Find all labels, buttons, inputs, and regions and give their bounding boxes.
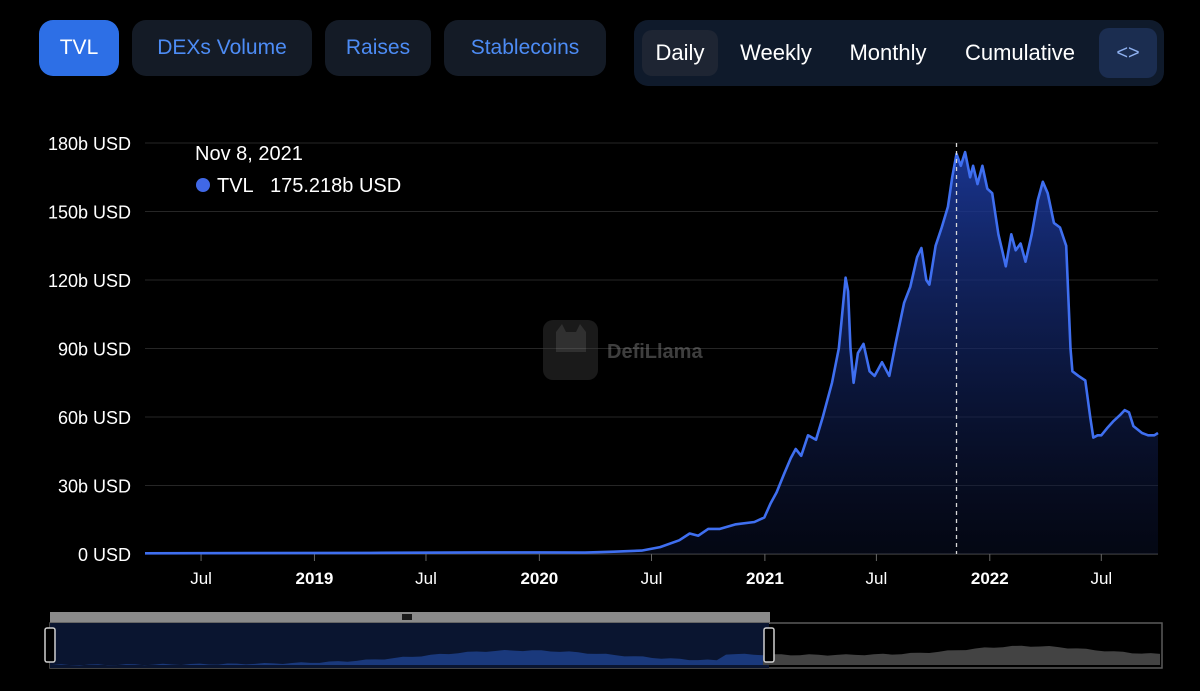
x-tick-label: 2021 (746, 569, 784, 588)
x-tick-label: 2022 (971, 569, 1009, 588)
x-tick-label: Jul (1090, 569, 1112, 588)
y-tick-label: 90b USD (58, 340, 131, 360)
embed-button[interactable]: <> (1099, 28, 1157, 78)
period-selector: Daily Weekly Monthly Cumulative <> (634, 20, 1164, 86)
llama-head-shape (556, 324, 586, 352)
range-navigator[interactable] (44, 612, 1163, 669)
navigator-series (52, 645, 1160, 666)
code-brackets-icon: <> (1116, 41, 1140, 64)
y-tick-label: 180b USD (48, 134, 131, 154)
period-cumulative[interactable]: Cumulative (964, 40, 1076, 65)
tvl-line (144, 150, 1159, 555)
tab-raises[interactable]: Raises (325, 20, 431, 76)
tab-tvl[interactable]: TVL (39, 20, 119, 76)
navigator-area-outside (762, 645, 1160, 665)
tooltip-date: Nov 8, 2021 (195, 143, 303, 165)
scrollbar-grip-icon (402, 614, 412, 620)
tooltip-value: 175.218b USD (270, 175, 401, 197)
range-handle-right[interactable] (763, 627, 775, 663)
x-tick-label: Jul (866, 569, 888, 588)
period-daily[interactable]: Daily (642, 30, 718, 76)
y-tick-label: 60b USD (58, 408, 131, 428)
y-tick-label: 0 USD (78, 545, 131, 565)
navigator-area-selected (52, 650, 763, 666)
period-weekly[interactable]: Weekly (740, 40, 812, 65)
x-tick-label: 2020 (520, 569, 558, 588)
tab-dexs-volume[interactable]: DEXs Volume (132, 20, 312, 76)
watermark: DefiLlama (543, 320, 703, 380)
x-axis: Jul 2019 Jul 2020 Jul 2021 Jul 2022 Jul (190, 554, 1112, 588)
series-tvl (144, 150, 1159, 555)
x-tick-label: 2019 (296, 569, 334, 588)
tvl-area (145, 152, 1158, 554)
x-tick-label: Jul (415, 569, 437, 588)
tooltip-marker (196, 178, 210, 192)
y-tick-label: 30b USD (58, 477, 131, 497)
period-monthly[interactable]: Monthly (849, 40, 927, 65)
tooltip: Nov 8, 2021 TVL 175.218b USD (195, 143, 401, 197)
x-tick-label: Jul (190, 569, 212, 588)
tooltip-series: TVL (217, 175, 254, 197)
tab-stablecoins[interactable]: Stablecoins (444, 20, 606, 76)
range-handle-left[interactable] (44, 627, 56, 663)
watermark-text: DefiLlama (607, 341, 703, 363)
y-tick-label: 150b USD (48, 203, 131, 223)
y-axis: 0 USD 30b USD 60b USD 90b USD 120b USD 150b U… (48, 134, 131, 565)
y-tick-label: 120b USD (48, 271, 131, 291)
llama-logo-icon (543, 320, 598, 380)
x-tick-label: Jul (641, 569, 663, 588)
